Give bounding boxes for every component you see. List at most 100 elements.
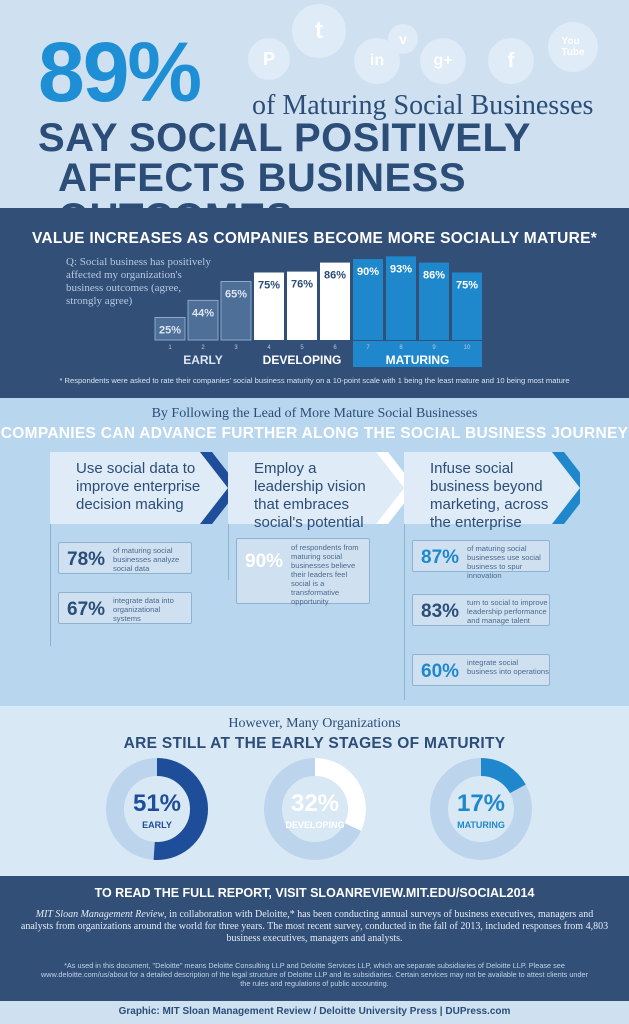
donut-arc-developing <box>264 758 366 860</box>
stat-percent: 90% <box>245 551 284 572</box>
bar-5 <box>287 271 317 340</box>
facebook-icon: f <box>488 38 534 84</box>
x-tick-label: 9 <box>432 345 436 351</box>
x-tick-label: 10 <box>464 345 471 351</box>
value-question: Q: Social business has positively affect… <box>66 256 211 307</box>
stat-text: integrate data into organizational syste… <box>113 596 174 623</box>
bar-7 <box>353 259 383 340</box>
pinterest-icon: P <box>248 38 290 80</box>
stat-text: of maturing social businesses use social… <box>467 544 541 580</box>
donut-label-maturing: MATURING <box>457 820 505 830</box>
stat-text: of respondents from maturing social busi… <box>291 543 359 606</box>
donut-label-early: EARLY <box>142 820 172 830</box>
bar-value-label: 65% <box>225 289 247 301</box>
stat-box: 60% integrate social business into opera… <box>412 654 550 686</box>
youtube-icon: You Tube <box>548 22 598 72</box>
headline-line-1: SAY SOCIAL POSITIVELY <box>38 116 531 160</box>
stat-text: of maturing social businesses analyze so… <box>113 546 180 573</box>
x-tick-label: 3 <box>234 345 238 351</box>
group-band-maturing <box>353 341 482 367</box>
x-tick-label: 6 <box>333 345 337 351</box>
x-tick-label: 2 <box>201 345 205 351</box>
step-text-2: Employ a leadership vision that embraces… <box>254 460 366 531</box>
footer-disclaimer: *As used in this document, "Deloitte" me… <box>40 961 589 989</box>
headline-subtitle: of Maturing Social Businesses <box>252 90 594 121</box>
stat-text: integrate social business into operation… <box>467 658 549 676</box>
stat-percent: 87% <box>421 547 460 568</box>
group-label-developing: DEVELOPING <box>263 353 342 367</box>
step-arrow-1 <box>50 452 228 524</box>
value-footnote: * Respondents were asked to rate their c… <box>59 376 570 385</box>
x-tick-label: 1 <box>168 345 172 351</box>
bar-value-label: 25% <box>159 325 181 337</box>
early-title: ARE STILL AT THE EARLY STAGES OF MATURIT… <box>123 735 506 752</box>
stat-percent: 83% <box>421 601 460 622</box>
connector-line <box>50 524 51 646</box>
footer: TO READ THE FULL REPORT, VISIT SLOANREVI… <box>0 876 629 1024</box>
bar-value-label: 93% <box>390 263 412 275</box>
maturity-bar-chart: 25% 1 44% 2 65% 3 75% 4 76% 5 86% 6 90% 7 93% 8 86% 9 75% 1… <box>154 256 482 367</box>
googleplus-icon: g+ <box>420 38 466 84</box>
donut-label-developing: DEVELOPING <box>285 820 345 830</box>
headline-percent: 89% <box>38 25 202 119</box>
x-tick-label: 8 <box>399 345 403 351</box>
bar-10 <box>452 272 482 340</box>
credit-bar: Graphic: MIT Sloan Management Review / D… <box>0 1001 629 1024</box>
maturity-donuts <box>106 758 532 860</box>
connector-line <box>228 524 229 580</box>
stat-box: 78% of maturing social businesses analyz… <box>58 542 192 574</box>
bar-value-label: 75% <box>456 280 478 292</box>
stat-percent: 60% <box>421 661 460 682</box>
bar-value-label: 86% <box>423 270 445 282</box>
about-text: , in collaboration with Deloitte,* has b… <box>20 909 609 944</box>
bar-value-label: 86% <box>324 270 346 282</box>
step-arrow-2 <box>228 452 404 524</box>
bar-4 <box>254 272 284 340</box>
bar-2 <box>187 299 219 341</box>
publication-name: MIT Sloan Management Review <box>35 909 165 920</box>
bar-value-label: 90% <box>357 266 379 278</box>
bar-8 <box>386 256 416 340</box>
bar-value-label: 76% <box>291 279 313 291</box>
credit-text: Graphic: MIT Sloan Management Review / D… <box>118 1006 511 1017</box>
donut-percent-developing: 32% <box>290 790 340 817</box>
report-link[interactable]: TO READ THE FULL REPORT, VISIT SLOANREVI… <box>94 886 535 900</box>
footer-about: MIT Sloan Management Review, in collabor… <box>20 909 609 945</box>
value-section: VALUE INCREASES AS COMPANIES BECOME MORE… <box>0 208 629 398</box>
header: P t v in g+ f You Tube 89% of Maturing So… <box>0 0 629 238</box>
bar-value-label: 75% <box>258 280 280 292</box>
bar-3 <box>220 281 252 341</box>
follow-subtitle: By Following the Lead of More Mature Soc… <box>151 406 478 421</box>
x-tick-label: 5 <box>300 345 304 351</box>
stat-text: turn to social to improve leadership per… <box>467 598 548 625</box>
group-label-maturing: MATURING <box>386 353 450 367</box>
value-title: VALUE INCREASES AS COMPANIES BECOME MORE… <box>31 230 598 247</box>
follow-title: COMPANIES CAN ADVANCE FURTHER ALONG THE … <box>0 425 629 442</box>
stat-box: 87% of maturing social businesses use so… <box>412 540 550 580</box>
twitter-icon: t <box>292 4 346 58</box>
group-label-early: EARLY <box>183 353 223 367</box>
donut-arc-early <box>106 758 208 860</box>
bar-value-label: 44% <box>192 307 214 319</box>
donut-percent-maturing: 17% <box>456 790 506 817</box>
bar-1 <box>154 317 186 341</box>
early-subtitle: However, Many Organizations <box>228 716 401 731</box>
linkedin-icon: in <box>354 38 400 84</box>
stat-box: 67% integrate data into organizational s… <box>58 592 192 624</box>
stat-percent: 67% <box>67 599 106 620</box>
donut-percent-early: 51% <box>132 790 182 817</box>
bar-9 <box>419 262 449 340</box>
x-tick-label: 7 <box>366 345 370 351</box>
stat-box: 90% of respondents from maturing social … <box>236 538 370 606</box>
stat-box: 83% turn to social to improve leadership… <box>412 594 550 626</box>
step-text-1: Use social data to improve enterprise de… <box>76 460 201 513</box>
step-arrow-3 <box>404 452 580 524</box>
follow-section: By Following the Lead of More Mature Soc… <box>0 398 629 706</box>
connector-line <box>404 524 405 700</box>
early-section: However, Many Organizations ARE STILL AT… <box>0 706 629 876</box>
step-text-3: Infuse social business beyond marketing,… <box>430 460 549 531</box>
donut-arc-maturing <box>430 758 532 860</box>
stat-percent: 78% <box>67 549 106 570</box>
bar-6 <box>320 262 350 340</box>
